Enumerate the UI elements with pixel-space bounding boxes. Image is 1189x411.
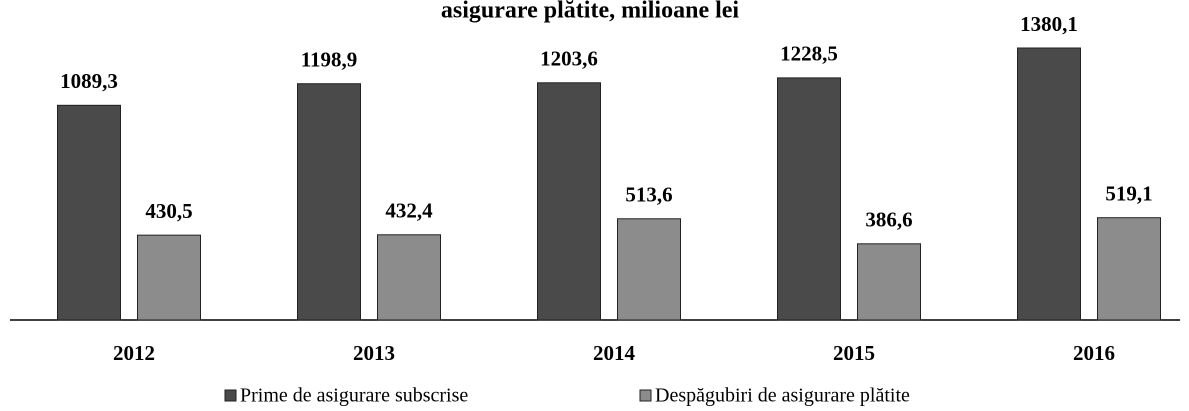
bar [57,104,121,321]
bar [297,83,361,321]
x-tick-label: 2014 [593,341,636,365]
legend-swatch [224,389,237,402]
bar [137,234,201,321]
legend-label: Despăgubiri de asigurare plătite [655,385,910,407]
legend-swatch [639,389,652,402]
x-tick-label: 2012 [113,341,155,365]
data-label: 1228,5 [780,42,838,66]
bar [777,77,841,321]
x-tick-label: 2016 [1073,341,1115,365]
data-label: 430,5 [145,199,192,223]
chart-title: asigurare plătite, milioane lei [441,0,740,24]
data-label: 386,6 [865,208,912,232]
bar [617,218,681,321]
bar [1017,47,1081,321]
data-label: 1203,6 [540,47,598,71]
data-label: 432,4 [385,199,433,223]
data-label: 513,6 [625,183,672,207]
legend-label: Prime de asigurare subscrise [240,385,468,407]
x-tick-label: 2015 [833,341,875,365]
bar [377,234,441,321]
data-label: 519,1 [1105,182,1152,206]
data-label: 1198,9 [301,48,358,72]
bar [537,82,601,321]
data-label: 1089,3 [60,69,118,93]
x-tick-label: 2013 [353,341,395,365]
bar [1097,217,1161,321]
data-label: 1380,1 [1020,12,1078,36]
bar [857,243,921,321]
